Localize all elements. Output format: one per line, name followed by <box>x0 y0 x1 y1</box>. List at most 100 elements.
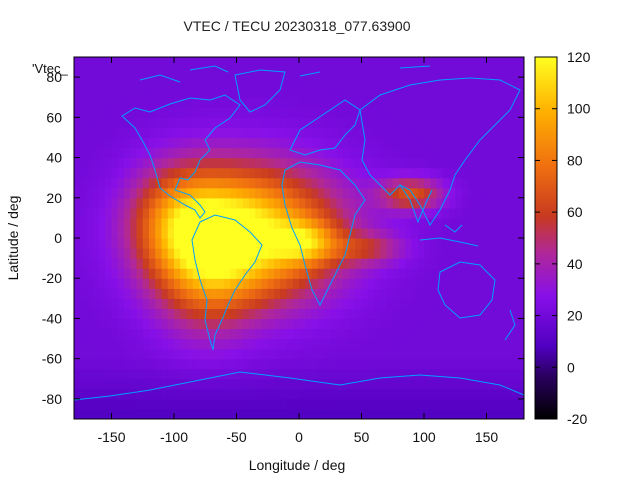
heatmap-cell <box>492 147 500 159</box>
heatmap-cell <box>330 248 338 259</box>
heatmap-cell <box>405 328 413 340</box>
heatmap-cell <box>161 338 169 350</box>
heatmap-cell <box>486 197 494 209</box>
heatmap-cell <box>386 97 394 108</box>
heatmap-cell <box>455 127 463 139</box>
heatmap-cell <box>149 338 156 350</box>
heatmap-cell <box>255 288 263 299</box>
heatmap-cell <box>417 398 425 410</box>
heatmap-cell <box>161 147 169 159</box>
heatmap-cell <box>386 318 394 330</box>
heatmap-cell <box>367 318 375 330</box>
heatmap-cell <box>405 157 413 169</box>
heatmap-cell <box>286 87 294 98</box>
heatmap-cell <box>461 147 469 159</box>
heatmap-cell <box>274 378 281 390</box>
heatmap-cell <box>492 348 500 360</box>
heatmap-cell <box>224 217 231 229</box>
heatmap-cell <box>124 57 131 68</box>
heatmap-cell <box>399 87 406 98</box>
heatmap-cell <box>142 348 150 360</box>
heatmap-cell <box>299 187 306 199</box>
heatmap-cell <box>305 77 313 88</box>
heatmap-cell <box>99 248 106 259</box>
heatmap-cell <box>299 147 306 159</box>
heatmap-cell <box>480 398 488 410</box>
heatmap-cell <box>355 167 363 179</box>
heatmap-cell <box>124 238 131 249</box>
heatmap-cell <box>405 137 413 149</box>
heatmap-cell <box>186 167 194 179</box>
heatmap-cell <box>474 127 481 139</box>
heatmap-cell <box>280 177 288 189</box>
heatmap-cell <box>186 117 194 128</box>
heatmap-cell <box>249 117 256 128</box>
heatmap-cell <box>255 77 263 88</box>
heatmap-cell <box>305 268 313 279</box>
heatmap-cell <box>142 117 150 128</box>
heatmap-cell <box>442 268 450 279</box>
heatmap-cell <box>399 117 406 128</box>
heatmap-cell <box>392 127 400 139</box>
heatmap-cell <box>117 258 125 269</box>
heatmap-cell <box>117 57 125 68</box>
heatmap-cell <box>286 227 294 239</box>
heatmap-cell <box>474 358 481 370</box>
heatmap-cell <box>311 147 319 159</box>
heatmap-cell <box>474 77 481 88</box>
heatmap-cell <box>399 207 406 219</box>
heatmap-cell <box>305 67 313 78</box>
heatmap-cell <box>386 117 394 128</box>
heatmap-cell <box>505 147 513 159</box>
heatmap-cell <box>492 187 500 199</box>
heatmap-cell <box>317 57 325 68</box>
heatmap-cell <box>167 268 175 279</box>
heatmap-cell <box>124 288 131 299</box>
heatmap-cell <box>311 358 319 370</box>
heatmap-cell <box>149 77 156 88</box>
heatmap-cell <box>374 318 381 330</box>
heatmap-cell <box>299 298 306 309</box>
heatmap-cell <box>480 77 488 88</box>
heatmap-cell <box>467 238 475 249</box>
heatmap-cell <box>292 117 300 128</box>
heatmap-cell <box>255 408 263 419</box>
heatmap-cell <box>205 408 213 419</box>
heatmap-cell <box>324 288 331 299</box>
heatmap-cell <box>367 308 375 320</box>
heatmap-cell <box>449 147 456 159</box>
heatmap-cell <box>411 57 419 68</box>
heatmap-cell <box>92 328 100 340</box>
heatmap-cell <box>455 358 463 370</box>
heatmap-cell <box>217 338 225 350</box>
heatmap-cell <box>486 147 494 159</box>
heatmap-cell <box>461 217 469 229</box>
heatmap-cell <box>405 258 413 269</box>
heatmap-cell <box>211 207 219 219</box>
heatmap-cell <box>167 248 175 259</box>
heatmap-cell <box>74 278 81 289</box>
heatmap-cell <box>92 137 100 149</box>
heatmap-cell <box>455 408 463 419</box>
heatmap-cell <box>405 107 413 118</box>
heatmap-cell <box>392 147 400 159</box>
heatmap-cell <box>261 167 269 179</box>
heatmap-cell <box>142 77 150 88</box>
heatmap-cell <box>199 408 206 419</box>
heatmap-cell <box>280 348 288 360</box>
heatmap-cell <box>474 197 481 209</box>
heatmap-cell <box>342 57 350 68</box>
heatmap-cell <box>192 67 200 78</box>
heatmap-cell <box>286 368 294 380</box>
heatmap-cell <box>486 187 494 199</box>
heatmap-cell <box>324 358 331 370</box>
heatmap-cell <box>405 268 413 279</box>
heatmap-cell <box>142 288 150 299</box>
heatmap-cell <box>467 127 475 139</box>
heatmap-cell <box>399 278 406 289</box>
heatmap-cell <box>317 278 325 289</box>
heatmap-cell <box>124 258 131 269</box>
heatmap-cell <box>105 398 113 410</box>
heatmap-cell <box>430 308 438 320</box>
heatmap-cell <box>280 147 288 159</box>
